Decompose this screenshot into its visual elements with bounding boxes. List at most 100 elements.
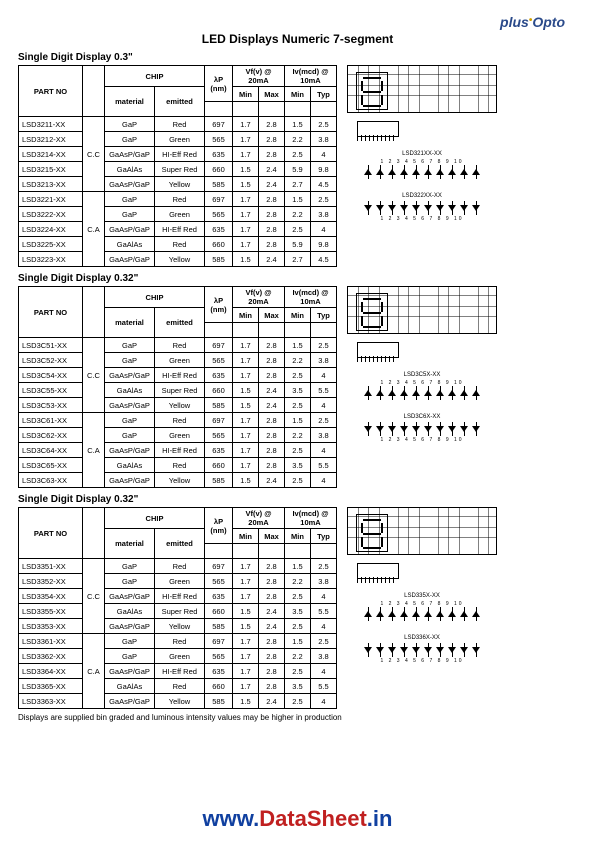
cell-emitted: Yellow [155, 252, 205, 267]
cell-ivtyp: 4 [311, 147, 337, 162]
cell-ivtyp: 3.8 [311, 574, 337, 589]
diagram-column: LSD321XX-XX 1 2 3 4 5 6 7 8 9 10 LSD322X… [347, 65, 497, 267]
cell-emitted: Green [155, 132, 205, 147]
cell-partno: LSD3C54-XX [19, 368, 83, 383]
col-material: material [105, 87, 155, 117]
cell-ivtyp: 3.8 [311, 353, 337, 368]
cell-ivtyp: 4 [311, 398, 337, 413]
cell-vfmin: 1.7 [233, 353, 259, 368]
cell-polarity: C.C [83, 559, 105, 634]
cell-vfmin: 1.7 [233, 458, 259, 473]
brand-dot-icon: • [529, 15, 533, 26]
cell-vfmin: 1.7 [233, 222, 259, 237]
cell-partno: LSD3222-XX [19, 207, 83, 222]
cell-ivmin: 2.5 [285, 664, 311, 679]
cell-partno: LSD3224-XX [19, 222, 83, 237]
col-lp: λP (nm) [205, 66, 233, 102]
cell-ivtyp: 4 [311, 473, 337, 488]
cell-lp: 585 [205, 619, 233, 634]
cell-vfmax: 2.4 [259, 162, 285, 177]
cell-material: GaP [105, 634, 155, 649]
cell-ivmin: 2.5 [285, 619, 311, 634]
cell-lp: 660 [205, 383, 233, 398]
cell-emitted: HI-Eff Red [155, 443, 205, 458]
table-row: LSD3352-XXGaPGreen5651.72.82.23.8 [19, 574, 337, 589]
table-row: LSD3C61-XXC.AGaPRed6971.72.81.52.5 [19, 413, 337, 428]
cell-emitted: Green [155, 649, 205, 664]
table-row: LSD3C55-XXGaAlAsSuper Red6601.52.43.55.5 [19, 383, 337, 398]
cell-ivtyp: 2.5 [311, 192, 337, 207]
col-ivtyp: Typ [311, 87, 337, 102]
pinout-ca-icon: LSD322XX-XX 1 2 3 4 5 6 7 8 9 10 [347, 193, 497, 231]
cell-material: GaAlAs [105, 679, 155, 694]
cell-vfmax: 2.8 [259, 117, 285, 132]
cell-material: GaP [105, 428, 155, 443]
cell-emitted: Red [155, 117, 205, 132]
table-row: LSD3213-XXGaAsP/GaPYellow5851.52.42.74.5 [19, 177, 337, 192]
table-row: LSD3C65-XXGaAlAsRed6601.72.83.55.5 [19, 458, 337, 473]
cell-ivmin: 2.2 [285, 207, 311, 222]
section-title: Single Digit Display 0.32" [18, 494, 577, 505]
cell-ivmin: 2.5 [285, 222, 311, 237]
cell-vfmax: 2.8 [259, 368, 285, 383]
cell-partno: LSD3361-XX [19, 634, 83, 649]
cell-lp: 660 [205, 604, 233, 619]
cell-material: GaAsP/GaP [105, 619, 155, 634]
cell-emitted: Yellow [155, 398, 205, 413]
col-vfmax: Max [259, 529, 285, 544]
cell-vfmax: 2.8 [259, 574, 285, 589]
cell-partno: LSD3214-XX [19, 147, 83, 162]
cell-vfmin: 1.7 [233, 574, 259, 589]
cell-lp: 585 [205, 252, 233, 267]
table-row: LSD3364-XXGaAsP/GaPHI-Eff Red6351.72.82.… [19, 664, 337, 679]
page-title: LED Displays Numeric 7-segment [18, 32, 577, 46]
col-vf: Vf(v) @ 20mA [233, 66, 285, 87]
cell-ivtyp: 2.5 [311, 634, 337, 649]
cell-ivmin: 2.5 [285, 694, 311, 709]
col-chip: CHIP [105, 287, 205, 308]
cell-emitted: Yellow [155, 619, 205, 634]
cell-ivmin: 5.9 [285, 237, 311, 252]
cell-vfmax: 2.8 [259, 589, 285, 604]
cell-vfmin: 1.5 [233, 383, 259, 398]
cell-ivmin: 3.5 [285, 383, 311, 398]
col-partno: PART NO [19, 287, 83, 338]
cell-vfmin: 1.7 [233, 649, 259, 664]
cell-emitted: Yellow [155, 177, 205, 192]
cell-material: GaAsP/GaP [105, 147, 155, 162]
cell-vfmin: 1.7 [233, 147, 259, 162]
cell-ivtyp: 3.8 [311, 207, 337, 222]
spec-table: PART NO CHIP λP (nm) Vf(v) @ 20mA Iv(mcd… [18, 507, 337, 709]
cell-ivmin: 5.9 [285, 162, 311, 177]
cell-vfmin: 1.7 [233, 428, 259, 443]
cell-partno: LSD3212-XX [19, 132, 83, 147]
cell-lp: 635 [205, 589, 233, 604]
cell-partno: LSD3211-XX [19, 117, 83, 132]
cell-ivmin: 2.5 [285, 147, 311, 162]
cell-ivtyp: 3.8 [311, 649, 337, 664]
table-row: LSD3361-XXC.AGaPRed6971.72.81.52.5 [19, 634, 337, 649]
cell-emitted: Green [155, 428, 205, 443]
cell-vfmin: 1.7 [233, 237, 259, 252]
cell-vfmax: 2.8 [259, 207, 285, 222]
cell-ivmin: 1.5 [285, 192, 311, 207]
table-row: LSD3C62-XXGaPGreen5651.72.82.23.8 [19, 428, 337, 443]
cell-partno: LSD3215-XX [19, 162, 83, 177]
cell-vfmax: 2.8 [259, 679, 285, 694]
cell-vfmax: 2.8 [259, 458, 285, 473]
cell-ivtyp: 4 [311, 664, 337, 679]
cell-vfmin: 1.7 [233, 207, 259, 222]
cell-vfmax: 2.8 [259, 649, 285, 664]
cell-vfmax: 2.8 [259, 353, 285, 368]
cell-material: GaP [105, 338, 155, 353]
cell-ivmin: 2.7 [285, 177, 311, 192]
cell-lp: 635 [205, 368, 233, 383]
col-iv: Iv(mcd) @ 10mA [285, 287, 337, 308]
table-row: LSD3222-XXGaPGreen5651.72.82.23.8 [19, 207, 337, 222]
table-row: LSD3365-XXGaAlAsRed6601.72.83.55.5 [19, 679, 337, 694]
cell-emitted: Red [155, 338, 205, 353]
table-row: LSD3214-XXGaAsP/GaPHI-Eff Red6351.72.82.… [19, 147, 337, 162]
col-partno: PART NO [19, 508, 83, 559]
col-chip: CHIP [105, 508, 205, 529]
cell-partno: LSD3353-XX [19, 619, 83, 634]
